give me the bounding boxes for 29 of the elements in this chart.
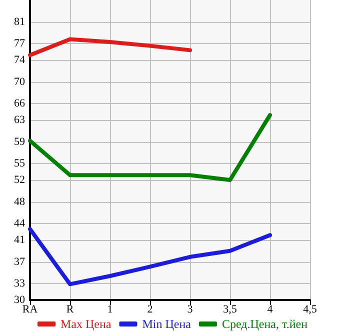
y-tick-label: 44 xyxy=(14,218,26,230)
legend-label: Max Цена xyxy=(60,317,112,331)
x-tick-label: 1 xyxy=(107,304,113,316)
y-tick-label: 33 xyxy=(14,278,26,290)
y-tick-label: 55 xyxy=(14,158,26,170)
line-series xyxy=(28,113,272,182)
y-tick-label: 37 xyxy=(14,256,26,268)
y-tick-label: 81 xyxy=(14,16,25,28)
x-tick-label: RA xyxy=(22,304,38,316)
x-tick-label: 3,5 xyxy=(223,304,238,316)
x-tick-label: R xyxy=(66,304,74,316)
y-tick-label: 77 xyxy=(14,38,26,50)
line-series xyxy=(28,227,272,286)
y-tick-label: 66 xyxy=(14,98,26,110)
y-tick-label: 59 xyxy=(14,136,26,148)
x-tick-label: 4 xyxy=(267,304,274,316)
line-series xyxy=(28,37,192,58)
x-tick-label: 2 xyxy=(147,304,153,316)
y-tick-label: 74 xyxy=(14,54,26,66)
y-tick-label: 48 xyxy=(14,196,26,208)
y-tick-label: 41 xyxy=(14,234,25,246)
legend-label: Сред.Цена, т.йен xyxy=(222,317,308,331)
y-tick-label: 52 xyxy=(14,174,25,186)
y-tick-label: 70 xyxy=(14,76,26,88)
y-tick-label: 63 xyxy=(14,114,26,126)
legend-label: Min Цена xyxy=(142,317,192,331)
x-tick-label: 3 xyxy=(187,304,194,316)
x-tick-label: 4,5 xyxy=(303,304,318,316)
y-tick-label: 30 xyxy=(14,294,26,306)
